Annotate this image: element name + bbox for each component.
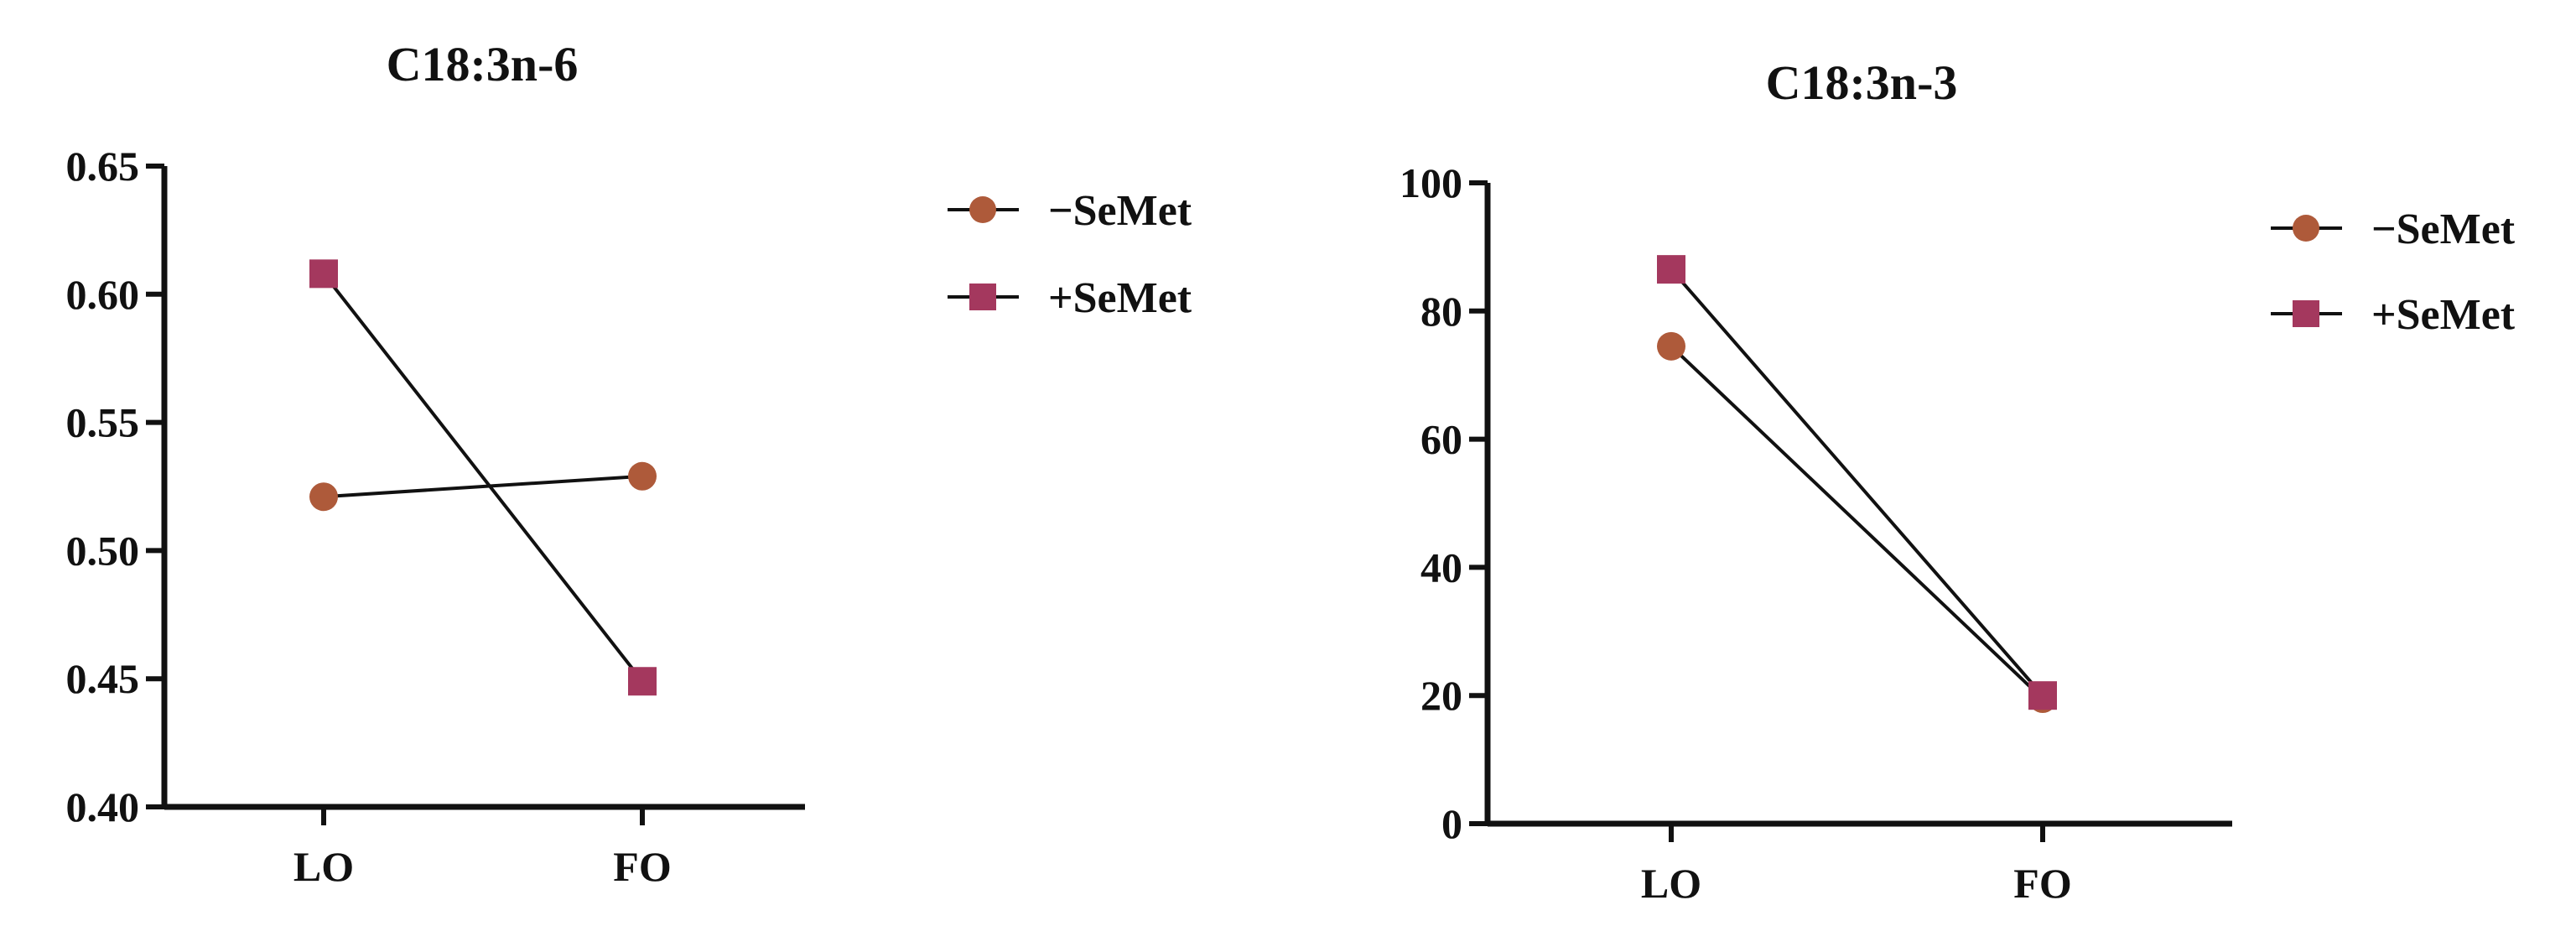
point-plus-semet bbox=[628, 667, 657, 696]
y-tick-label: 0 bbox=[1441, 800, 1462, 847]
y-tick-label: 0.50 bbox=[66, 527, 140, 574]
y-tick-label: 20 bbox=[1420, 672, 1462, 719]
chart-panel-2: C18:3n-3 0 20 40 60 80 100 LO FO −SeMet +SeMet bbox=[1400, 55, 2516, 907]
point-plus-semet bbox=[309, 259, 338, 289]
y-tick-label: 0.45 bbox=[66, 655, 140, 702]
x-tick-label: FO bbox=[2013, 860, 2071, 907]
legend-label-minus-semet-1: −SeMet bbox=[1048, 187, 1192, 235]
legend-label-minus-semet-2: −SeMet bbox=[2371, 205, 2516, 253]
y-tick-label: 0.65 bbox=[66, 143, 140, 190]
legend-label-plus-semet-2: +SeMet bbox=[2371, 291, 2516, 339]
point-minus-semet bbox=[628, 461, 657, 491]
legend-marker-minus-semet-2 bbox=[2293, 215, 2319, 242]
x-tick-label: FO bbox=[613, 843, 671, 890]
chart-title-1: C18:3n-6 bbox=[387, 37, 579, 91]
series-markers-2 bbox=[1657, 255, 2057, 714]
y-tick-label: 0.40 bbox=[66, 783, 140, 830]
y-tick-label: 0.55 bbox=[66, 399, 140, 446]
x-ticks-1: LO FO bbox=[293, 807, 672, 890]
y-tick-label: 100 bbox=[1400, 159, 1462, 206]
point-plus-semet bbox=[1657, 255, 1685, 284]
y-tick-label: 40 bbox=[1420, 544, 1462, 590]
legend-2: −SeMet +SeMet bbox=[2271, 205, 2516, 339]
x-ticks-2: LO FO bbox=[1641, 824, 2072, 907]
legend-1: −SeMet +SeMet bbox=[948, 187, 1192, 322]
legend-marker-plus-semet-2 bbox=[2293, 300, 2319, 327]
legend-label-plus-semet-1: +SeMet bbox=[1048, 274, 1192, 322]
series-lines-2 bbox=[1670, 268, 2044, 700]
chart-panel-1: C18:3n-6 0.40 0.45 0.50 0.55 0.60 0.65 LO FO −… bbox=[66, 37, 1192, 890]
x-tick-label: LO bbox=[1641, 860, 1701, 907]
point-minus-semet bbox=[309, 482, 338, 512]
y-ticks-2: 0 20 40 60 80 100 bbox=[1400, 159, 1488, 847]
series-line-minus-semet bbox=[323, 474, 643, 499]
chart-title-2: C18:3n-3 bbox=[1766, 55, 1958, 110]
series-line-minus-semet bbox=[1670, 345, 2044, 700]
series-line-plus-semet bbox=[322, 273, 644, 683]
legend-marker-plus-semet-1 bbox=[969, 284, 996, 310]
series-line-plus-semet bbox=[1670, 268, 2044, 697]
y-ticks-1: 0.40 0.45 0.50 0.55 0.60 0.65 bbox=[66, 143, 164, 830]
y-tick-label: 60 bbox=[1420, 416, 1462, 463]
x-tick-label: LO bbox=[293, 843, 354, 890]
y-tick-label: 0.60 bbox=[66, 271, 140, 318]
series-markers-1 bbox=[309, 259, 657, 696]
y-tick-label: 80 bbox=[1420, 288, 1462, 335]
point-minus-semet bbox=[1657, 331, 1685, 361]
point-plus-semet bbox=[2028, 681, 2057, 710]
legend-marker-minus-semet-1 bbox=[969, 196, 996, 223]
series-lines-1 bbox=[322, 273, 644, 683]
